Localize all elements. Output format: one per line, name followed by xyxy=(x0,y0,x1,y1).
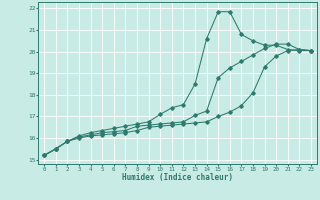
X-axis label: Humidex (Indice chaleur): Humidex (Indice chaleur) xyxy=(122,173,233,182)
